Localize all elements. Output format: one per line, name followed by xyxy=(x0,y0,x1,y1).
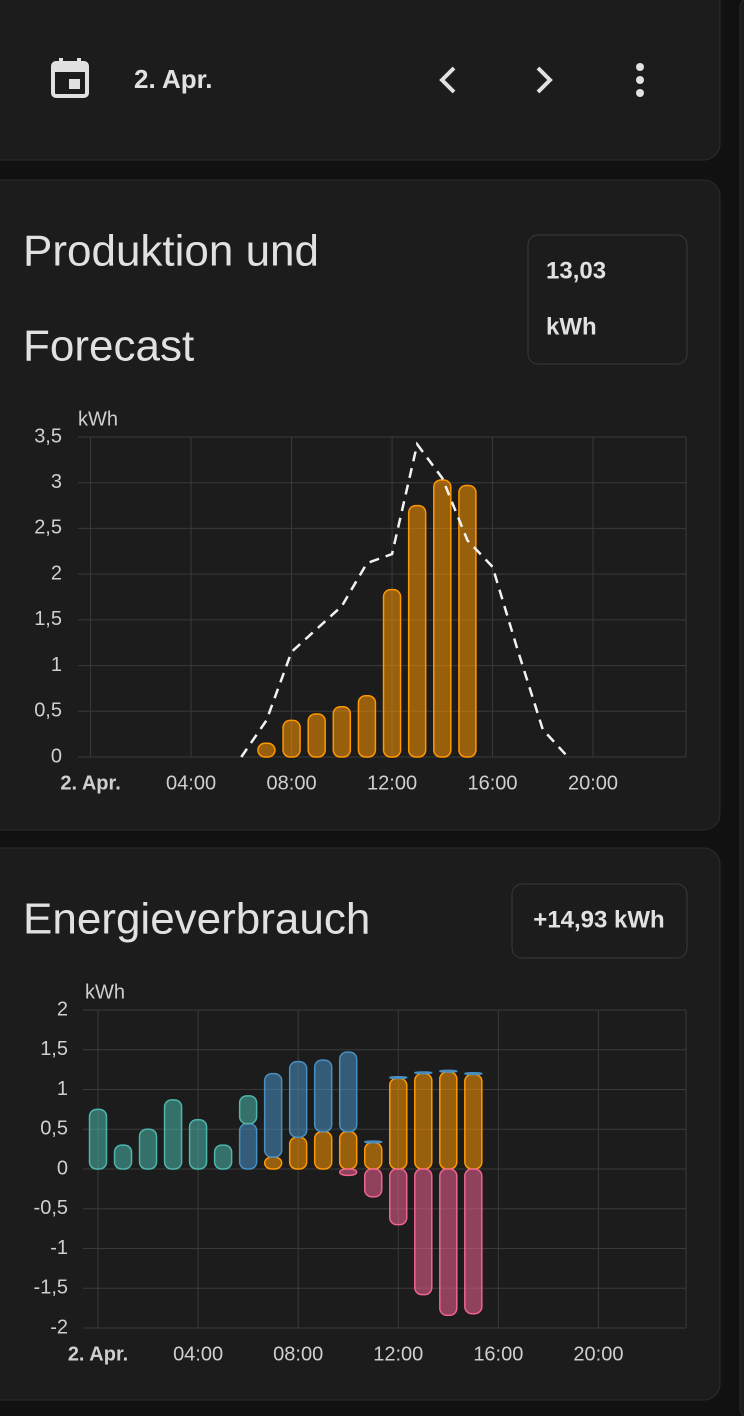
y-tick-label: 1,5 xyxy=(40,1038,68,1060)
bar xyxy=(338,1130,358,1170)
bar xyxy=(357,694,377,758)
y-tick-label: 1 xyxy=(57,1078,68,1100)
bar xyxy=(307,713,326,758)
menu-button[interactable] xyxy=(636,63,644,97)
bar xyxy=(458,484,477,758)
x-tick-label: 04:00 xyxy=(166,772,216,794)
card-title: Produktion und xyxy=(23,227,319,276)
x-tick-label: 20:00 xyxy=(568,772,618,794)
y-tick-label: -2 xyxy=(50,1316,68,1338)
bar xyxy=(439,1071,458,1170)
y-tick-label: -1,5 xyxy=(34,1277,68,1299)
y-tick-label: 3,5 xyxy=(34,425,62,447)
bar xyxy=(163,1099,183,1170)
y-tick-label: -1 xyxy=(50,1237,68,1259)
calendar-icon[interactable] xyxy=(51,58,89,98)
axis-unit: kWh xyxy=(85,981,125,1003)
bar xyxy=(238,1095,258,1125)
x-tick-label: 16:00 xyxy=(473,1343,523,1365)
bar xyxy=(263,1156,283,1170)
bar xyxy=(363,1142,383,1170)
y-tick-label: 1 xyxy=(51,654,62,676)
x-tick-label: 20:00 xyxy=(573,1343,623,1365)
y-tick-label: 2 xyxy=(57,998,68,1020)
bar xyxy=(433,479,452,758)
bar xyxy=(363,1140,383,1144)
bar xyxy=(407,504,427,758)
bar xyxy=(88,1108,108,1170)
bar xyxy=(332,705,352,758)
y-tick-label: 2 xyxy=(51,562,62,584)
bar xyxy=(313,1130,333,1170)
x-tick-label: 2. Apr. xyxy=(60,772,120,794)
total-value: +14,93 kWh xyxy=(533,906,664,933)
x-tick-label: 04:00 xyxy=(173,1343,223,1365)
bar xyxy=(138,1128,158,1170)
bar xyxy=(257,742,276,758)
y-tick-label: 0 xyxy=(51,745,62,767)
bar xyxy=(389,1168,408,1226)
next-button[interactable] xyxy=(536,66,553,94)
bar xyxy=(263,1072,283,1158)
card-title: Energieverbrauch xyxy=(23,895,370,944)
x-tick-label: 16:00 xyxy=(468,772,518,794)
next-column-edge xyxy=(739,0,744,1416)
bar xyxy=(338,1051,358,1133)
axis-unit: kWh xyxy=(78,408,118,430)
bar xyxy=(113,1144,133,1170)
bar xyxy=(389,1077,408,1170)
bar xyxy=(439,1168,458,1317)
y-tick-label: 0,5 xyxy=(34,700,62,722)
total-unit: kWh xyxy=(546,313,597,340)
bar xyxy=(213,1144,233,1170)
bar xyxy=(414,1168,433,1296)
bar xyxy=(439,1069,458,1073)
x-tick-label: 08:00 xyxy=(273,1343,323,1365)
y-tick-label: 0 xyxy=(57,1157,68,1179)
bar xyxy=(363,1168,383,1198)
bar xyxy=(414,1072,433,1170)
y-tick-label: 2,5 xyxy=(34,517,62,539)
y-tick-label: 1,5 xyxy=(34,608,62,630)
bar xyxy=(188,1118,208,1170)
bar xyxy=(414,1071,433,1075)
x-tick-label: 08:00 xyxy=(267,772,317,794)
total-box xyxy=(511,883,688,959)
forecast-line xyxy=(240,441,569,758)
card-title: Forecast xyxy=(23,322,194,371)
bar xyxy=(464,1072,483,1076)
date-label[interactable]: 2. Apr. xyxy=(134,64,213,94)
total-box xyxy=(527,234,688,365)
consumption-card xyxy=(0,847,721,1401)
x-tick-label: 12:00 xyxy=(373,1343,423,1365)
x-tick-label: 2. Apr. xyxy=(68,1343,128,1365)
bar xyxy=(288,1136,308,1170)
y-tick-label: -0,5 xyxy=(34,1197,68,1219)
bar xyxy=(313,1059,333,1133)
bar xyxy=(238,1122,258,1170)
bar xyxy=(464,1073,483,1170)
prev-button[interactable] xyxy=(439,66,456,94)
date-card xyxy=(0,0,721,161)
total-value: 13,03 xyxy=(546,257,606,284)
bar xyxy=(338,1168,358,1177)
bar xyxy=(282,719,301,758)
y-tick-label: 3 xyxy=(51,471,62,493)
y-tick-label: 0,5 xyxy=(40,1118,68,1140)
bar xyxy=(288,1060,308,1138)
bar xyxy=(382,588,402,758)
x-tick-label: 12:00 xyxy=(367,772,417,794)
bar xyxy=(464,1168,483,1315)
bar xyxy=(389,1076,408,1080)
